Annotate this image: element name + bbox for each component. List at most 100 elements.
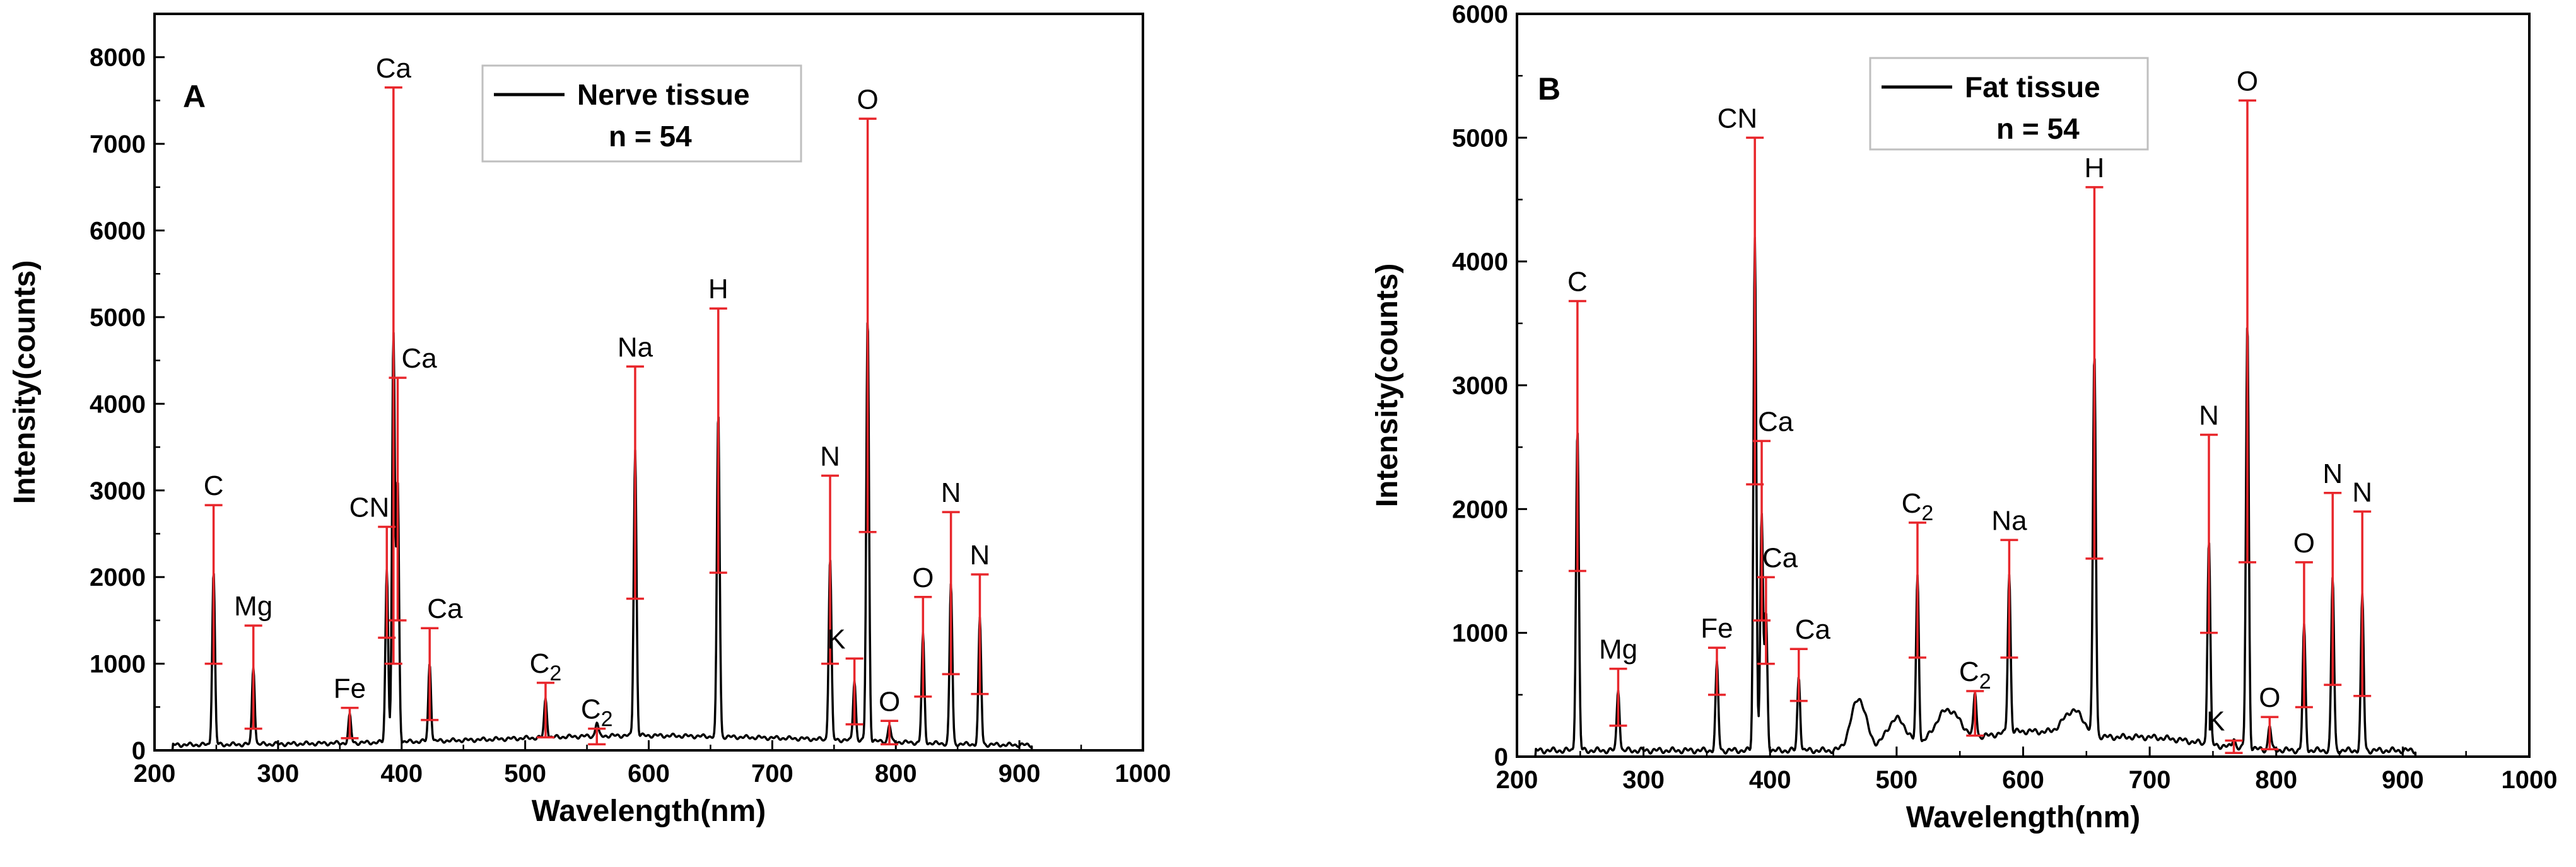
y-tick-label: 4000	[1452, 248, 1508, 276]
peak-label: O	[857, 84, 878, 115]
y-tick-label: 3000	[90, 477, 146, 505]
spectrum-line	[1516, 236, 2529, 758]
peak-label: Ca	[1758, 406, 1794, 437]
error-bar	[2085, 186, 2104, 560]
peak-label: Fe	[334, 673, 366, 704]
error-bar	[626, 365, 644, 600]
peak-label: C2	[1959, 656, 1991, 694]
x-tick-label: 900	[2382, 766, 2424, 794]
error-bar	[1757, 576, 1775, 665]
y-tick-label: 0	[132, 737, 146, 765]
y-tick-label: 6000	[1452, 1, 1508, 28]
error-bar	[709, 307, 727, 574]
y-tick-label: 5000	[1452, 124, 1508, 152]
error-bar	[858, 117, 877, 533]
peak-label: C	[1567, 266, 1588, 297]
peak-label: C	[204, 470, 224, 501]
error-bar	[384, 86, 402, 665]
x-tick-label: 900	[998, 760, 1041, 788]
y-tick-label: 3000	[1452, 372, 1508, 400]
x-tick-label: 300	[257, 760, 300, 788]
x-tick-label: 400	[1749, 766, 1791, 794]
peak-label: O	[2259, 682, 2280, 713]
error-bar	[2353, 510, 2372, 697]
y-tick-label: 0	[1494, 743, 1508, 771]
error-bar	[2200, 433, 2218, 634]
x-tick-label: 200	[1496, 766, 1538, 794]
x-tick-label: 500	[1876, 766, 1918, 794]
error-bar	[2000, 538, 2018, 659]
error-bar	[914, 596, 932, 698]
peak-label-subscript: 2	[601, 707, 613, 731]
peak-label: Ca	[1762, 542, 1798, 573]
y-tick-label: 6000	[90, 218, 146, 245]
peak-label: O	[879, 686, 900, 717]
x-axis-title: Wavelength(nm)	[1906, 801, 2141, 834]
peak-label-subscript: 2	[1979, 670, 1991, 694]
error-bar	[1753, 439, 1771, 622]
x-tick-label: 700	[751, 760, 793, 788]
legend-box	[1869, 57, 2149, 151]
error-bar	[421, 627, 439, 721]
peak-label: K	[827, 624, 845, 655]
peak-label: N	[970, 540, 990, 571]
error-bar	[2239, 99, 2257, 564]
peak-label: Na	[1991, 505, 2027, 536]
error-bar	[536, 682, 554, 739]
error-bar	[1707, 646, 1726, 696]
y-tick-label: 7000	[90, 131, 146, 158]
peak-label: C2	[1902, 488, 1934, 525]
error-bar	[971, 573, 989, 695]
x-tick-label: 400	[380, 760, 423, 788]
peak-label: Mg	[1599, 634, 1637, 665]
y-tick-label: 2000	[90, 564, 146, 591]
peak-label: O	[912, 562, 934, 593]
spectrum-line	[154, 322, 1143, 752]
panel-letter: A	[183, 79, 206, 114]
peak-label-subscript: 2	[1921, 501, 1933, 525]
legend-sample-count: n = 54	[1996, 112, 2080, 145]
legend: Nerve tissue n = 54	[481, 64, 802, 163]
x-tick-label: 500	[504, 760, 546, 788]
error-bar	[204, 504, 223, 665]
error-bar	[2295, 561, 2313, 709]
peak-label: Fe	[1701, 613, 1733, 644]
panel-b-chart: 200 300 400 500 600 700 800 900 1000 0 1000 2000 300…	[1371, 1, 2557, 834]
x-tick-label: 700	[2129, 766, 2171, 794]
x-tick-label: 800	[875, 760, 917, 788]
error-bar	[1568, 300, 1586, 573]
peak-label: Mg	[234, 591, 272, 622]
x-tick-label: 300	[1622, 766, 1665, 794]
peak-label: H	[708, 274, 729, 305]
error-bar	[588, 727, 606, 746]
error-bar	[2324, 492, 2342, 686]
panel-letter: B	[1538, 71, 1560, 107]
y-tick-label: 5000	[90, 304, 146, 332]
peak-label: N	[2199, 400, 2219, 431]
x-tick-label: 1000	[2502, 766, 2558, 794]
error-bar	[1908, 521, 1926, 659]
peak-label: Ca	[427, 593, 463, 624]
x-tick-label: 600	[2002, 766, 2044, 794]
error-bar	[244, 624, 262, 730]
panel-a-chart: 200 300 400 500 600 700 800 900 1000 0 1000 2000 300…	[8, 13, 1171, 828]
y-axis-title: Intensity(counts)	[1371, 264, 1404, 508]
peak-label: N	[2322, 458, 2343, 489]
legend: Fat tissue n = 54	[1869, 57, 2149, 151]
y-tick-label: 1000	[90, 651, 146, 678]
peak-label: Ca	[401, 343, 437, 374]
legend-series-name: Fat tissue	[1965, 71, 2100, 103]
peak-label: CN	[1718, 103, 1758, 134]
x-tick-label: 200	[134, 760, 176, 788]
legend-sample-count: n = 54	[609, 120, 692, 153]
peak-label: Ca	[376, 53, 412, 84]
error-bar	[2225, 739, 2243, 754]
error-bar	[389, 376, 407, 622]
error-bar	[821, 474, 840, 665]
peak-label: N	[820, 441, 840, 472]
peak-label: N	[941, 477, 961, 508]
error-bar	[1966, 690, 1984, 737]
error-bar	[881, 719, 899, 746]
peak-label: Na	[618, 332, 653, 363]
